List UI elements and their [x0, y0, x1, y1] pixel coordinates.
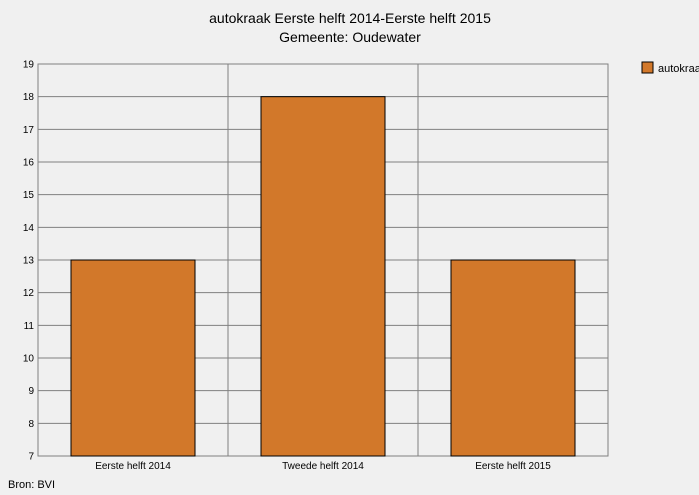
- source-note: Bron: BVI: [8, 479, 55, 491]
- legend-label: autokraak: [658, 63, 699, 75]
- y-tick-label: 18: [23, 92, 35, 103]
- y-tick-label: 10: [23, 354, 35, 365]
- bar-layer: [70, 96, 576, 457]
- x-tick-label: Eerste helft 2015: [475, 461, 551, 472]
- legend-swatch: [641, 61, 654, 74]
- y-tick-label: 8: [28, 419, 34, 430]
- y-tick-label: 19: [23, 60, 35, 71]
- bar: [70, 259, 196, 457]
- bar: [450, 259, 576, 457]
- x-tick-label: Tweede helft 2014: [282, 461, 364, 472]
- chart-title: autokraak Eerste helft 2014-Eerste helft…: [209, 10, 491, 26]
- y-tick-label: 9: [28, 386, 34, 397]
- y-tick-label: 7: [28, 452, 34, 463]
- x-axis-ticks: Eerste helft 2014 Tweede helft 2014 Eerste…: [95, 461, 551, 472]
- y-axis-ticks: 7 8 9 10 11 12 13 14 15 16 17 18 19: [23, 60, 35, 463]
- y-tick-label: 14: [23, 223, 35, 234]
- y-tick-label: 16: [23, 158, 35, 169]
- y-tick-label: 12: [23, 288, 35, 299]
- y-tick-label: 11: [24, 321, 35, 332]
- y-tick-label: 15: [23, 190, 35, 201]
- bar: [260, 96, 386, 457]
- y-tick-label: 13: [23, 256, 35, 267]
- legend: autokraak: [641, 61, 699, 75]
- x-tick-label: Eerste helft 2014: [95, 461, 171, 472]
- y-tick-label: 17: [23, 125, 35, 136]
- chart-subtitle: Gemeente: Oudewater: [279, 29, 421, 45]
